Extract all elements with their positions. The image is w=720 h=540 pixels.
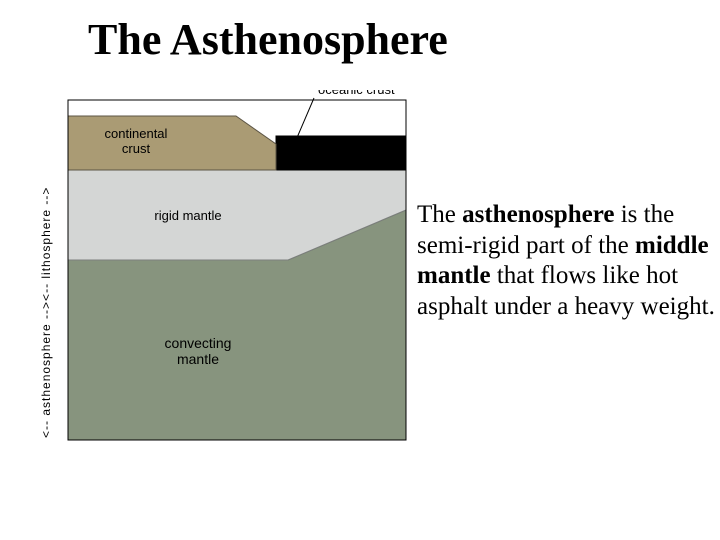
layer-continental_crust — [68, 116, 276, 170]
earth-layers-diagram: continentalcrustoceanic crustrigid mantl… — [38, 90, 408, 445]
body-text-span: The — [417, 201, 462, 228]
callout-text-oceanic_crust: oceanic crust — [318, 90, 395, 97]
slide: The Asthenosphere continentalcrustoceani… — [0, 0, 720, 540]
page-title: The Asthenosphere — [88, 14, 448, 65]
axis-label-left: <-- asthenosphere --><-- lithosphere --> — [39, 187, 53, 438]
body-paragraph: The asthenosphere is the semi-rigid part… — [417, 200, 717, 322]
label-rigid_mantle: rigid mantle — [154, 208, 221, 223]
layer-oceanic_crust — [276, 136, 406, 170]
body-bold-span: asthenosphere — [462, 201, 614, 228]
